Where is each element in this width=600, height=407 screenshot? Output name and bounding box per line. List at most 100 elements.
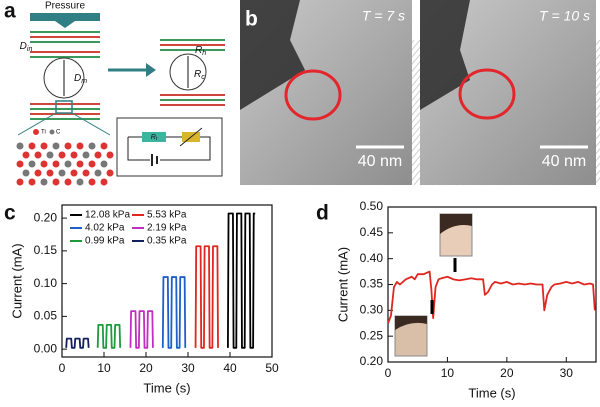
atom [76,142,84,150]
circuit-box [116,117,223,177]
atom [106,151,114,159]
y-tick-label: 0.20 [34,210,58,224]
tem-dark-region [240,0,305,110]
zoom-line [71,112,111,136]
y-tick-label: 0.50 [360,199,384,213]
atom [58,169,66,177]
atom [94,169,102,177]
data-line [129,310,154,349]
x-tick-label: 30 [560,366,574,380]
atom [70,169,78,177]
atom [76,160,84,168]
symbol: R [151,134,156,141]
atom [34,151,42,159]
atom [64,160,72,168]
d-in-label: Din [20,41,33,53]
time-label: T = 7 s [362,8,405,24]
atom [46,169,54,177]
atom [40,160,48,168]
panel-label: b [245,8,258,31]
atom [88,160,96,168]
atom [100,178,108,186]
atom [16,142,24,150]
x-tick-label: 30 [181,361,195,375]
d-m-label: Dm [74,73,87,85]
subscript: m [81,78,87,85]
y-tick-label: 0.35 [360,277,384,291]
legend-label: 12.08 kPa [85,210,130,221]
x-axis-label: Time (s) [143,380,190,395]
atom [52,160,60,168]
data-line [227,212,256,349]
zoom-box [55,100,73,114]
arrow [179,127,203,147]
photo-hair [440,214,472,234]
x-tick-label: 20 [500,366,514,380]
r-t-label: Rt [151,134,158,142]
atom [58,151,66,159]
resistor [142,132,166,142]
wire [127,136,211,161]
data-line [161,276,187,349]
panel-label: d [316,202,329,225]
atom-key [33,129,39,135]
subscript: h [202,50,206,57]
subscript: in [27,46,33,53]
highlight [284,69,342,121]
panel-label: c [4,202,16,225]
legend-label: 5.53 kPa [147,210,187,221]
y-tick-label: 0.05 [34,309,58,323]
legend-label: 0.35 kPa [147,236,187,247]
atom-key [49,129,55,135]
atom [22,151,30,159]
x-tick-label: 10 [97,361,111,375]
atom [64,178,72,186]
atom [16,178,24,186]
atom-label: C [56,130,61,136]
atom [34,169,42,177]
scale-label: 40 nm [358,153,402,170]
highlight [458,68,516,120]
y-tick-label: 0.20 [360,354,384,368]
atom [22,169,30,177]
atom [106,169,114,177]
legend-label: 0.99 kPa [85,236,125,247]
atom [100,160,108,168]
symbol: D [20,41,27,52]
atom [88,178,96,186]
atom [88,142,96,150]
y-axis-label: Current (mA) [9,243,24,318]
atom [94,151,102,159]
symbol: D [74,73,81,84]
subscript: c [201,74,205,81]
atom [28,160,36,168]
legend-label: 2.19 kPa [147,223,187,234]
x-tick-label: 0 [59,361,66,375]
atom [28,142,36,150]
atom [64,142,72,150]
scale-label: 40 nm [542,153,586,170]
atom-label: Ti [41,130,46,136]
tem-dark-region [420,0,470,110]
data-line [65,337,90,349]
y-tick-label: 0.30 [360,303,384,317]
y-tick-label: 0.45 [360,225,384,239]
subscript: t [156,136,158,142]
plot-frame [61,204,273,358]
zoom-line [17,112,57,136]
x-tick-label: 20 [139,361,153,375]
x-axis-label: Time (s) [468,385,515,400]
atom [40,142,48,150]
data-line [96,323,122,349]
y-axis-label: Current (mA) [335,247,350,322]
data-line [194,245,219,349]
panel-label: a [4,0,16,23]
atom [46,151,54,159]
x-tick-label: 50 [265,361,279,375]
r-c-label: Rc [194,69,205,81]
y-tick-label: 0.10 [34,276,58,290]
symbol: R [194,69,201,80]
arrow-head [146,63,156,77]
atom [82,151,90,159]
